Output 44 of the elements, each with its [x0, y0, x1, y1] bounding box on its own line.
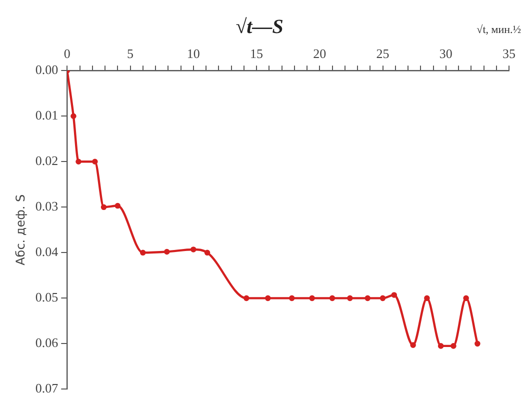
point [391, 292, 398, 298]
point [380, 295, 386, 302]
point [76, 158, 82, 165]
x-tick-label: 30 [439, 46, 452, 62]
point [410, 342, 416, 348]
y-tick-label: 0.06 [35, 335, 59, 350]
x-tick-label: 25 [376, 46, 390, 62]
point [474, 340, 480, 347]
x-tick-label: 5 [127, 46, 134, 62]
point [364, 295, 371, 302]
x-tick-label: 20 [313, 46, 326, 62]
x-tick-label: 15 [250, 46, 264, 62]
y-tick-label: 0.00 [35, 62, 58, 78]
y-tick-label: 0.05 [35, 290, 58, 305]
point [164, 248, 170, 255]
point [140, 250, 146, 256]
point [100, 204, 107, 210]
x-tick-label: 10 [186, 46, 200, 62]
x-tick-label: 0 [64, 46, 70, 62]
chart-title: √t—S [236, 16, 284, 38]
point [438, 343, 444, 349]
point [329, 295, 336, 302]
line-series [67, 70, 480, 349]
y-tick-label: 0.07 [35, 380, 59, 396]
point [114, 202, 121, 209]
point [450, 343, 456, 349]
point [347, 295, 353, 302]
point [264, 295, 271, 302]
x-tick-label: 35 [502, 46, 516, 62]
point [463, 295, 469, 302]
point [204, 250, 210, 256]
point [424, 295, 430, 302]
y-tick-label: 0.03 [35, 198, 58, 214]
x-axis-title: √t, мин.½ [476, 24, 521, 36]
point [92, 158, 98, 165]
y-tick-label: 0.02 [35, 153, 58, 168]
point [288, 295, 295, 302]
y-axis-title: Абс. деф. S [13, 194, 28, 266]
point [244, 295, 250, 302]
y-tick-label: 0.04 [35, 244, 59, 260]
y-tick-label: 0.01 [35, 108, 58, 123]
point [309, 295, 315, 302]
point [190, 246, 196, 252]
point [70, 113, 76, 120]
